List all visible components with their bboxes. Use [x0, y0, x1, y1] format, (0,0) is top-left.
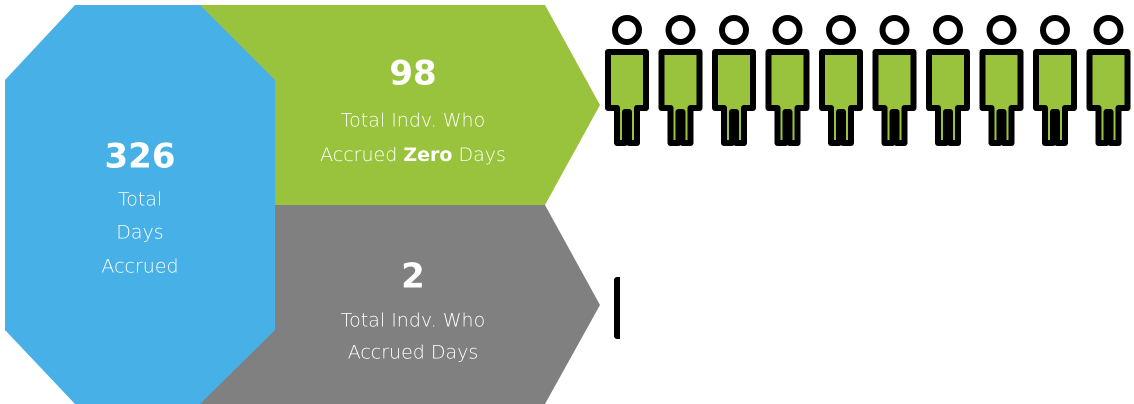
accrued-label: Total Indv. Who — [341, 310, 485, 332]
person-icon — [876, 18, 914, 143]
total-label: Days — [116, 222, 163, 244]
people-icons — [608, 18, 1128, 143]
accrued-label: Accrued Days — [348, 342, 479, 364]
person-icon — [662, 18, 700, 143]
accrued-number: 2 — [401, 257, 425, 297]
zero-label-part: Days — [452, 144, 505, 166]
person-icon — [715, 18, 753, 143]
zero-number: 98 — [389, 54, 436, 94]
zero-label: Accrued Zero Days — [320, 144, 506, 166]
total-number: 326 — [105, 137, 176, 177]
total-label: Total — [118, 189, 162, 211]
zero-label-part: Accrued — [320, 144, 403, 166]
person-icon — [1036, 18, 1074, 143]
person-icon — [929, 18, 967, 143]
zero-label: Total Indv. Who — [341, 110, 485, 132]
accrued-arrow — [190, 205, 600, 404]
person-icon-clipped — [617, 246, 655, 371]
zero-label-bold: Zero — [403, 144, 452, 166]
total-label: Accrued — [101, 256, 178, 278]
total-octagon — [5, 5, 275, 404]
person-icon — [769, 18, 807, 143]
person-icon — [983, 18, 1021, 143]
person-icon — [617, 246, 655, 371]
person-icon — [822, 18, 860, 143]
person-icon — [1090, 18, 1128, 143]
zero-arrow — [190, 5, 600, 205]
person-icon — [608, 18, 646, 143]
